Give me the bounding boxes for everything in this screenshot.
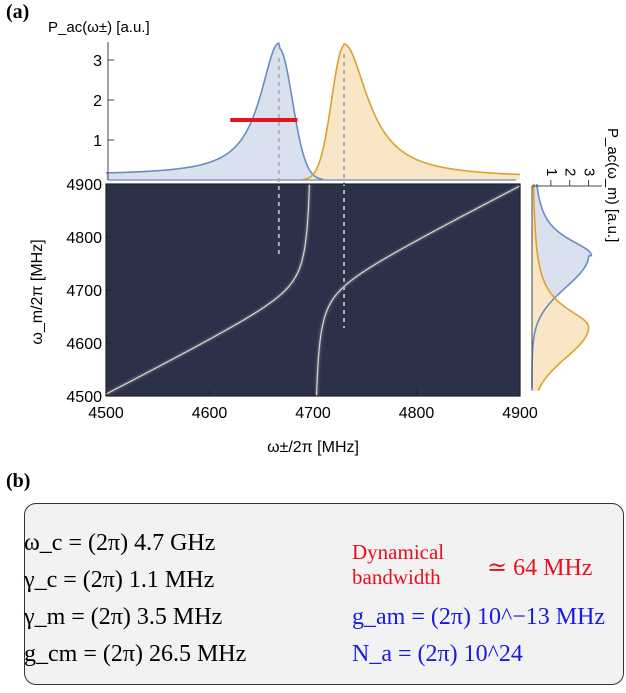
dynamical-label-line2: bandwidth bbox=[352, 565, 441, 589]
x-tick-label: 4800 bbox=[399, 405, 435, 422]
side-plus-spectrum bbox=[532, 183, 590, 392]
panel-b-label: (b) bbox=[6, 470, 31, 492]
top-y-tick-label: 3 bbox=[93, 53, 102, 70]
side-plus-fill bbox=[532, 184, 589, 391]
side-minus-fill bbox=[532, 184, 592, 391]
x-tick-label: 4600 bbox=[192, 405, 228, 422]
heatmap-branches bbox=[105, 183, 521, 397]
x-tick-label: 4900 bbox=[502, 405, 538, 422]
y-tick-label: 4700 bbox=[66, 283, 102, 300]
minus-branch-fill bbox=[106, 43, 324, 181]
y-tick-label: 4600 bbox=[66, 336, 102, 353]
plus-branch-spectrum bbox=[302, 43, 521, 181]
top-y-tick-label: 2 bbox=[93, 93, 102, 110]
param-g-cm: g_cm = (2π) 26.5 MHz bbox=[24, 641, 247, 667]
y-tick-label: 4800 bbox=[66, 230, 102, 247]
y-tick-label: 4500 bbox=[66, 389, 102, 406]
param-gamma-m: γ_m = (2π) 3.5 MHz bbox=[24, 604, 223, 630]
x-axis-label: ω±/2π [MHz] bbox=[267, 439, 359, 456]
param-gamma-c: γ_c = (2π) 1.1 MHz bbox=[24, 567, 215, 593]
param-omega-c: ω_c = (2π) 4.7 GHz bbox=[24, 530, 216, 556]
dynamical-bandwidth-value: ≃ 64 MHz bbox=[487, 555, 593, 581]
top-y-axis: 1 2 3 bbox=[93, 42, 114, 180]
param-n-a: N_a = (2π) 10^24 bbox=[352, 641, 523, 667]
side-tick-label: 2 bbox=[562, 168, 579, 176]
top-spectrum: 1 2 3 bbox=[93, 42, 521, 181]
panel-a-label: (a) bbox=[6, 1, 29, 23]
dynamical-label-line1: Dynamical bbox=[352, 540, 445, 564]
plus-branch-fill bbox=[302, 44, 520, 180]
y-axis-label: ω_m/2π [MHz] bbox=[29, 239, 46, 344]
heatmap-branch-plus bbox=[315, 185, 520, 397]
param-g-am: g_am = (2π) 10^−13 MHz bbox=[352, 604, 606, 630]
minus-branch-spectrum bbox=[105, 42, 324, 181]
x-axis: 4500 4600 4700 4800 4900 bbox=[88, 390, 538, 422]
side-tick-label: 3 bbox=[581, 168, 598, 176]
side-tick-label: 1 bbox=[543, 168, 560, 176]
x-tick-label: 4500 bbox=[88, 405, 124, 422]
heatmap-branch-minus bbox=[106, 183, 311, 395]
y-tick-label: 4900 bbox=[66, 177, 102, 194]
y-axis: 4500 4600 4700 4800 4900 bbox=[66, 177, 112, 406]
heatmap-area bbox=[106, 184, 520, 396]
x-tick-label: 4700 bbox=[295, 405, 331, 422]
top-axis-label: P_ac(ω±) [a.u.] bbox=[48, 19, 150, 36]
side-axis-label: P_ac(ω_m) [a.u.] bbox=[604, 128, 621, 242]
figure-panel-a: (a) P_ac(ω±) [a.u.] 123 4500 4600 4700 4800… bbox=[6, 1, 621, 456]
parameters-box bbox=[24, 503, 624, 685]
top-y-tick-label: 1 bbox=[93, 133, 102, 150]
